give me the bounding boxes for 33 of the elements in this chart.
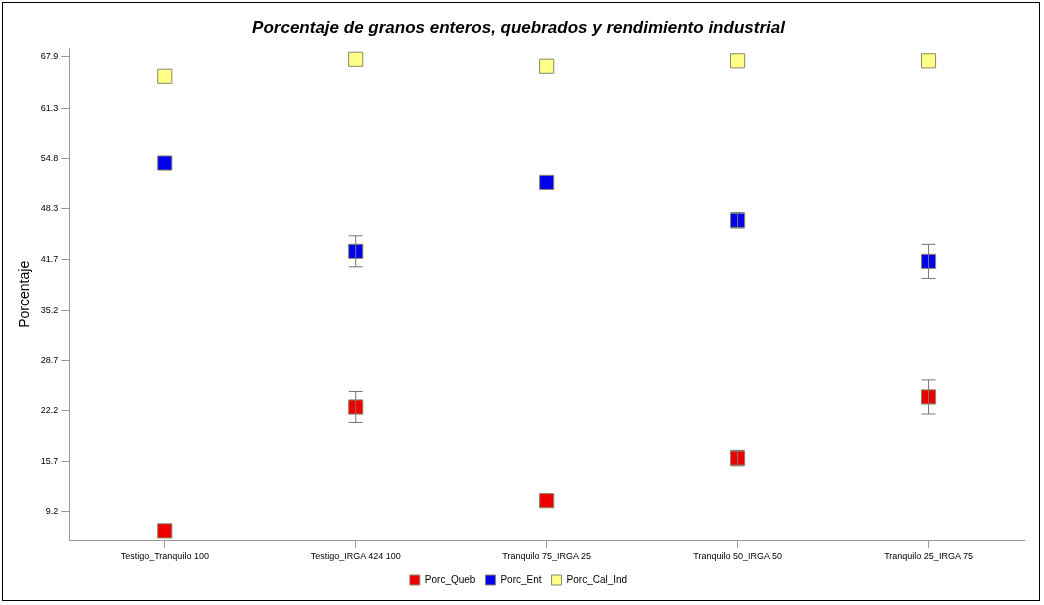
point bbox=[348, 243, 364, 259]
point bbox=[920, 389, 937, 405]
point bbox=[539, 58, 555, 74]
y-tick-label: 22.2 bbox=[40, 405, 59, 416]
y-tick-label: 9.2 bbox=[45, 506, 59, 517]
x-tick-label: Tranquilo 25_IRGA 75 bbox=[884, 551, 973, 562]
x-tick-label: Testigo_IRGA 424 100 bbox=[310, 551, 401, 562]
chart-title: Porcentaje de granos enteros, quebrados y rendimiento industrial bbox=[252, 17, 787, 37]
y-tick-label: 41.7 bbox=[40, 254, 59, 265]
point bbox=[539, 174, 555, 190]
point bbox=[157, 68, 173, 84]
y-tick-label: 67.9 bbox=[40, 51, 59, 62]
y-axis-title: Porcentaje bbox=[16, 260, 33, 328]
point bbox=[920, 53, 937, 69]
point bbox=[157, 523, 173, 539]
point bbox=[157, 155, 173, 171]
y-tick-label: 35.2 bbox=[40, 304, 59, 315]
legend-label: Porc_Ent bbox=[500, 573, 542, 585]
point bbox=[348, 399, 364, 415]
y-tick-label: 15.7 bbox=[40, 455, 59, 466]
legend-label: Porc_Cal_Ind bbox=[566, 573, 628, 585]
x-tick-label: Testigo_Tranquilo 100 bbox=[120, 551, 209, 562]
point bbox=[348, 51, 364, 67]
legend-label: Porc_Queb bbox=[424, 573, 476, 585]
x-tick-label: Tranquilo 75_IRGA 25 bbox=[502, 551, 592, 562]
y-tick-label: 28.7 bbox=[40, 355, 59, 365]
point bbox=[730, 53, 746, 69]
y-tick-label: 54.8 bbox=[40, 152, 59, 163]
y-tick-label: 61.3 bbox=[40, 102, 59, 113]
y-tick-label: 48.3 bbox=[40, 203, 59, 214]
x-tick-label: Tranquilo 50_IRGA 50 bbox=[693, 551, 782, 562]
point bbox=[920, 253, 937, 269]
point bbox=[539, 493, 555, 509]
